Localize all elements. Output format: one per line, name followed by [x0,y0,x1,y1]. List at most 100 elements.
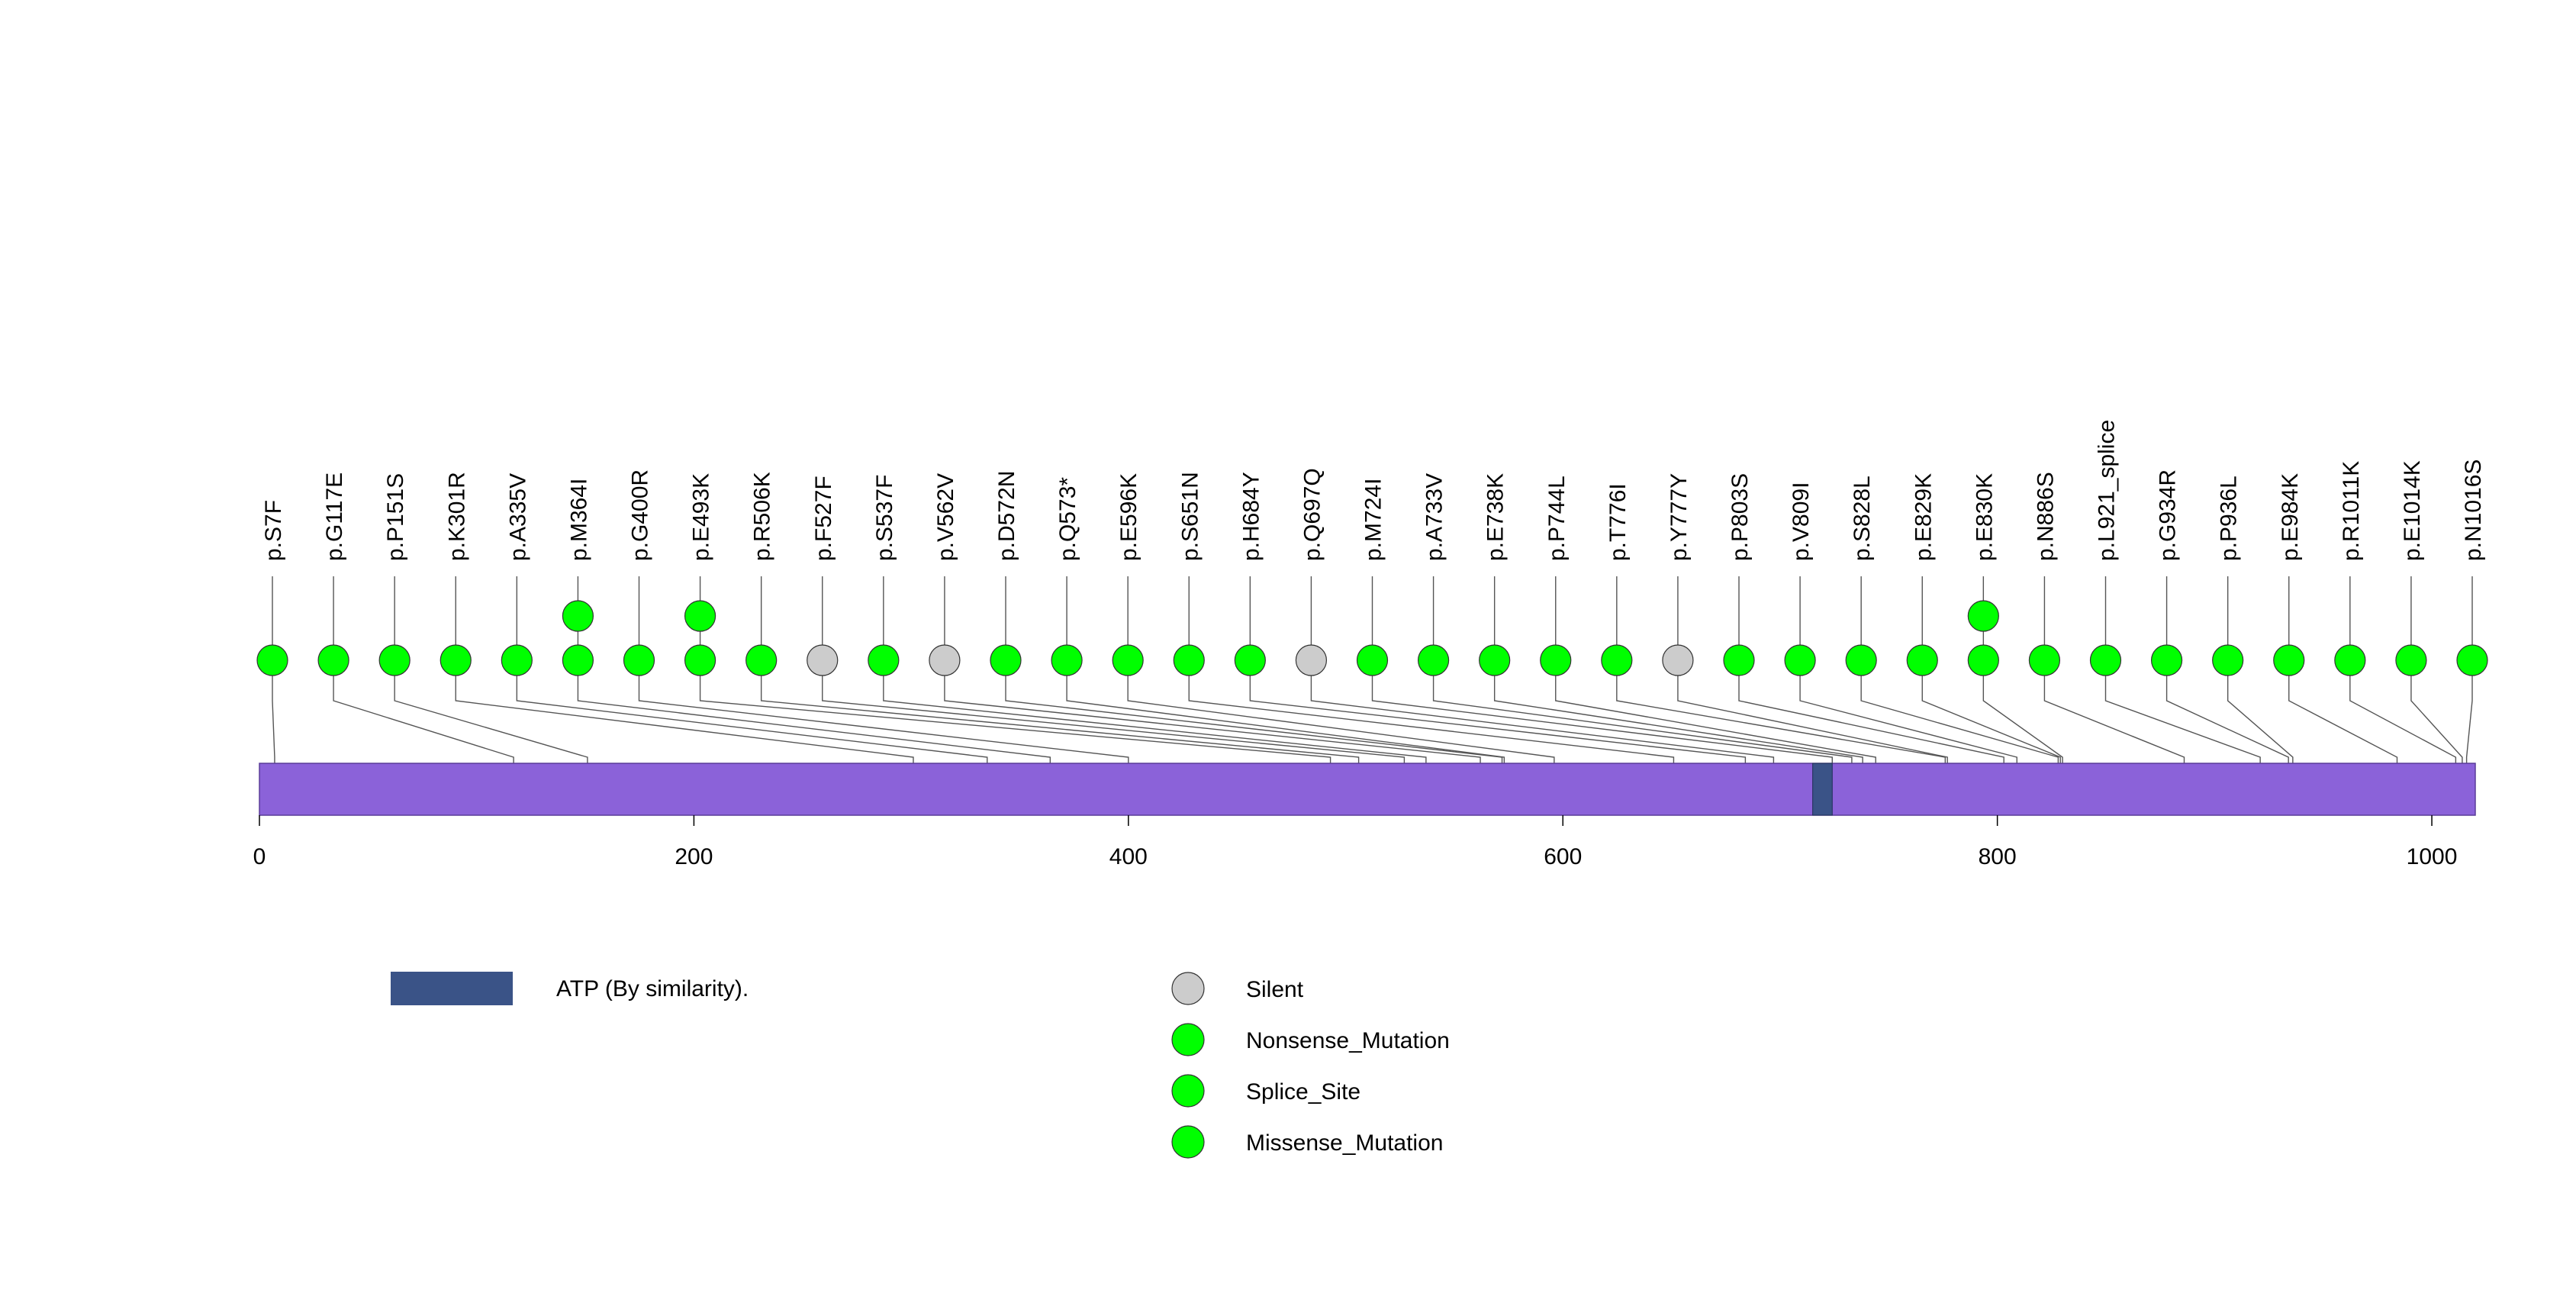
legend-domain-label: ATP (By similarity). [556,976,749,1001]
connector-line [516,660,988,763]
mutation-label: p.P151S [383,473,408,561]
connector-line [1616,660,1946,763]
mutation-head[interactable] [807,644,839,676]
mutation-head[interactable] [2089,644,2122,676]
mutation-head[interactable] [684,644,716,676]
axis-tick-label: 600 [1544,844,1582,869]
mutation-head[interactable] [562,600,594,632]
mutation-label: p.D572N [994,471,1019,561]
mutation-head[interactable] [317,644,349,676]
mutation-label: p.E738K [1483,473,1509,561]
mutation-head[interactable] [1967,600,1999,632]
connector-line [2165,660,2289,763]
legend: ATP (By similarity). Silent Nonsense_Mutat… [391,972,1450,1159]
mutation-head[interactable] [1112,644,1144,676]
mutation-head[interactable] [501,644,533,676]
mutation-label: p.N886S [2033,472,2058,561]
connector-line [883,660,1427,763]
mutation-head[interactable] [1173,644,1205,676]
connector-line [455,660,914,763]
mutation-head[interactable] [1479,644,1511,676]
mutation-head[interactable] [2395,644,2427,676]
mutation-head[interactable] [2150,644,2183,676]
mutation-head[interactable] [1540,644,1572,676]
connector-line [2227,660,2294,763]
connector-line [1555,660,1876,763]
connector-line [1860,660,2059,763]
mutation-head[interactable] [929,644,961,676]
mutation-head[interactable] [623,644,655,676]
mutation-head[interactable] [2212,644,2244,676]
axis-tick-label: 400 [1109,844,1148,869]
mutation-head[interactable] [2456,644,2488,676]
mutation-label: p.Q697Q [1299,468,1325,561]
mutation-head[interactable] [1356,644,1389,676]
mutation-head[interactable] [1417,644,1450,676]
connector-line [272,660,275,763]
legend-domain-swatch [391,972,513,1005]
mutation-head[interactable] [378,644,411,676]
mutation-head[interactable] [990,644,1022,676]
connector-line [394,660,588,763]
connector-line [2043,660,2185,763]
legend-marker [1171,1023,1205,1056]
mutation-head[interactable] [256,644,288,676]
mutation-label: p.M364I [566,479,591,561]
legend-label: Splice_Site [1246,1079,1360,1105]
mutation-label: p.A733V [1422,473,1447,561]
connector-line [2288,660,2398,763]
mutation-head[interactable] [868,644,900,676]
legend-label: Missense_Mutation [1246,1130,1443,1156]
mutation-head[interactable] [1051,644,1083,676]
mutation-label: p.R506K [750,472,775,561]
mutation-head[interactable] [745,644,778,676]
mutation-label: p.S828L [1850,476,1875,561]
mutation-head[interactable] [562,644,594,676]
mutation-label: p.A335V [505,473,530,561]
mutation-head[interactable] [1234,644,1266,676]
mutation-labels: p.S7F p.G117E p.P151S p.K301R p.A335V p.M364I… [261,420,2486,561]
mutation-head[interactable] [1601,644,1633,676]
mutation-label: p.E984K [2278,473,2303,561]
mutation-head[interactable] [1784,644,1816,676]
mutation-label: p.Y777Y [1666,473,1692,561]
connector-line [2410,660,2463,763]
connector-line [1249,660,1747,763]
mutation-head[interactable] [1845,644,1877,676]
mutation-head[interactable] [2273,644,2305,676]
mutation-head[interactable] [1723,644,1755,676]
connector-line [1066,660,1505,763]
mutation-label: p.G400R [628,469,653,561]
mutation-head[interactable] [1967,644,1999,676]
mutation-head[interactable] [2334,644,2366,676]
mutation-label: p.E1014K [2400,460,2425,561]
connector-line [760,660,1360,763]
mutation-head[interactable] [1295,644,1328,676]
mutation-label: p.E830K [1972,473,1997,561]
mutation-label: p.G934R [2156,469,2181,561]
connector-line [1493,660,1863,763]
connector-line [1188,660,1675,763]
mutation-label: p.S537F [872,475,897,561]
legend-marker [1171,1074,1205,1108]
mutation-label: p.F527F [811,476,836,561]
mutation-head[interactable] [684,600,716,632]
mutation-head[interactable] [1906,644,1938,676]
connector-line [2104,660,2261,763]
connector-line [1432,660,1853,763]
mutation-head[interactable] [2028,644,2061,676]
mutation-head[interactable] [440,644,472,676]
axis-tick-label: 0 [253,844,266,869]
connector-line [638,660,1129,763]
axis-tick-label: 800 [1979,844,2017,869]
connector-line [1677,660,1948,763]
connector-lines [272,576,2473,815]
mutation-head[interactable] [1662,644,1694,676]
mutation-label: p.H684Y [1238,472,1264,561]
connector-line [577,660,1051,763]
domain-atp [1812,763,1833,816]
mutation-label: p.P803S [1728,473,1753,561]
mutation-label: p.P744L [1544,476,1570,561]
mutation-label: p.S651N [1177,472,1203,561]
